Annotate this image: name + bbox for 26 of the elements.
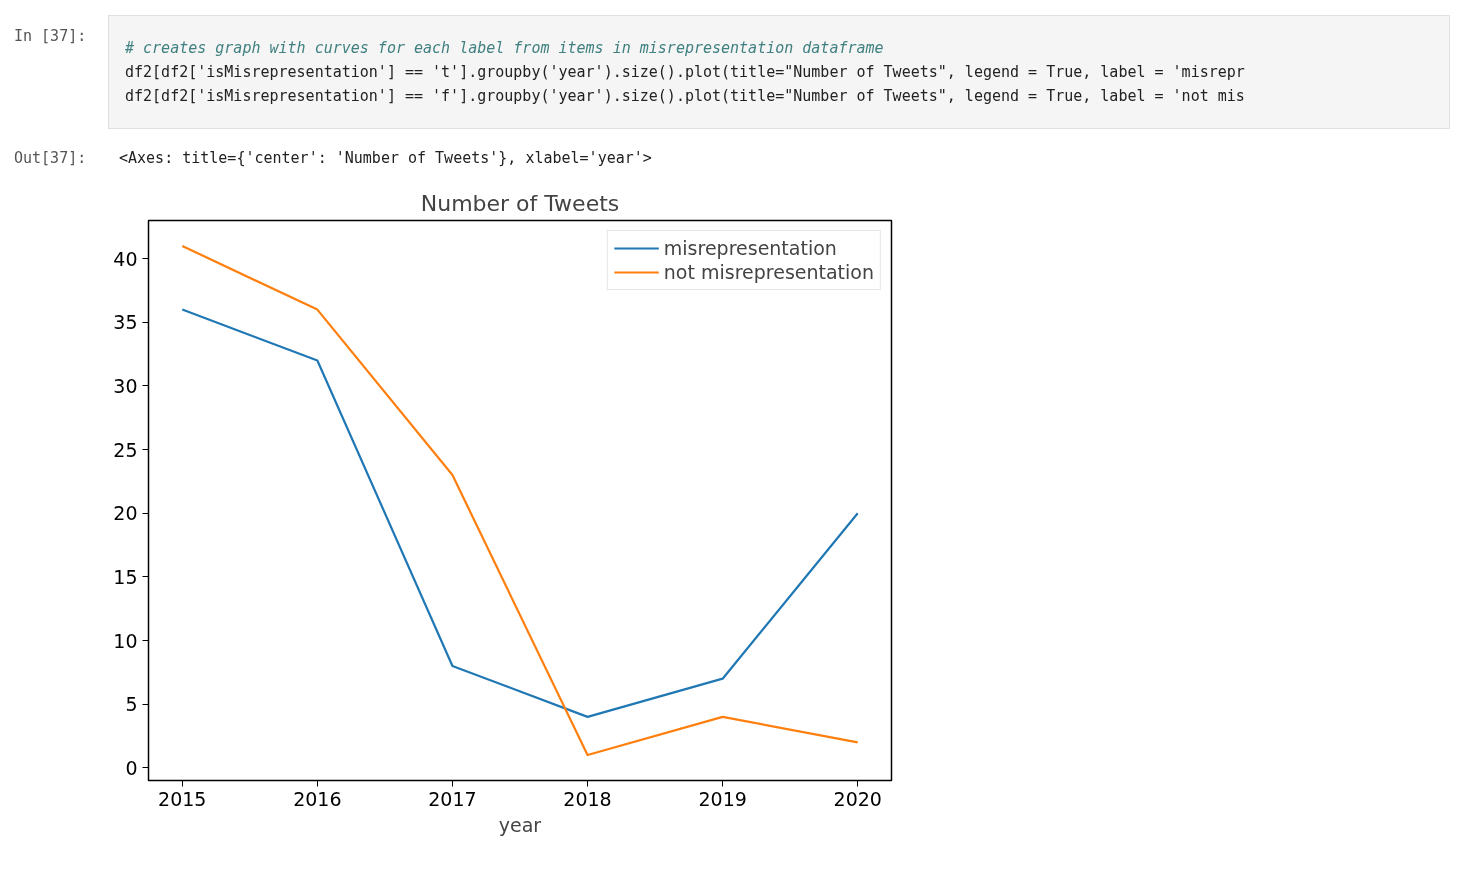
- y-tick-label: 30: [113, 374, 138, 397]
- y-tick-label: 25: [113, 438, 138, 461]
- y-tick-label: 10: [113, 629, 138, 652]
- legend-label: misrepresentation: [663, 237, 837, 259]
- x-tick-label: 2016: [293, 787, 342, 810]
- x-tick-label: 2019: [698, 787, 747, 810]
- text: df2[df2['isMisrepresentation'] == 't'].groupby('year').size().plot(title="Number of Tweets", legend = True, label = 'misrepr: [125, 62, 1246, 83]
- y-tick-label: 40: [113, 247, 138, 270]
- chart-title: Number of Tweets: [420, 190, 620, 216]
- x-tick-label: 2020: [833, 787, 882, 810]
- text: # creates graph with curves for each label from items in misrepresentation dataframe: [125, 38, 884, 59]
- text: <Axes: title={'center': 'Number of Tweets'}, xlabel='year'>: [119, 148, 652, 169]
- text: df2[df2['isMisrepresentation'] == 'f'].groupby('year').size().plot(title="Number of Tweets", legend = True, label = 'not mis: [125, 86, 1246, 107]
- x-tick-label: 2018: [563, 787, 612, 810]
- y-tick-label: 35: [113, 311, 138, 334]
- legend-label: not misrepresentation: [663, 261, 874, 283]
- text: In [37]:: [14, 26, 87, 47]
- x-tick-label: 2017: [428, 787, 477, 810]
- y-tick-label: 15: [113, 565, 138, 588]
- y-tick-label: 5: [125, 693, 138, 716]
- line-series: [181, 308, 859, 718]
- x-tick-label: 2015: [158, 787, 207, 810]
- y-tick-label: 0: [125, 756, 138, 779]
- text: Out[37]:: [14, 148, 87, 169]
- y-tick-label: 20: [113, 502, 138, 525]
- x-axis-title: year: [498, 813, 542, 836]
